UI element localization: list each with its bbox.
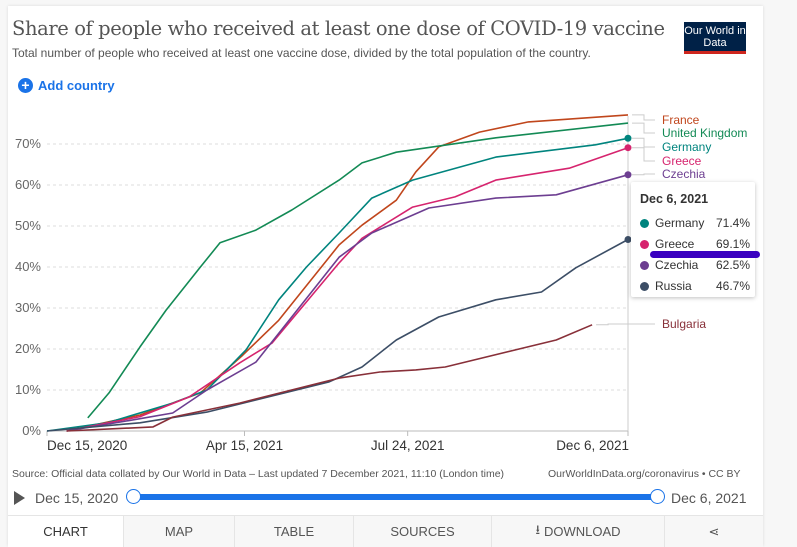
series-line-czechia (66, 174, 629, 432)
tab-bar: CHART MAP TABLE SOURCES ⭳ DOWNLOAD ⋖ (8, 515, 763, 547)
y-tick-label: 10% (15, 382, 41, 397)
tab-label: SOURCES (390, 524, 455, 539)
timeline-start-label: Dec 15, 2020 (35, 490, 119, 506)
y-tick-label: 30% (15, 300, 41, 315)
y-tick-label: 0% (22, 423, 41, 438)
label-connector (632, 137, 655, 148)
chart-title: Share of people who received at least on… (12, 17, 665, 40)
series-label: United Kingdom (662, 126, 747, 140)
plus-circle-icon: + (18, 78, 33, 93)
series-line-germany (46, 137, 629, 432)
tab-table[interactable]: TABLE (234, 516, 353, 547)
series-color-dot (640, 281, 649, 291)
tooltip-value: 71.4% (715, 216, 750, 230)
tab-sources[interactable]: SOURCES (353, 516, 491, 547)
line-chart: 0% 10% 20% 30% 40% 50% 60% 70% Dec 15, 2020 Apr 1… (15, 113, 747, 453)
x-tick-label: Apr 15, 2021 (206, 438, 283, 453)
add-country-label: Add country (38, 78, 115, 93)
tooltip-series-name: Russia (655, 279, 692, 293)
label-connector (632, 114, 655, 121)
label-connector (632, 147, 655, 162)
tooltip-series-name: Germany (655, 216, 705, 230)
tab-label: DOWNLOAD (544, 524, 621, 539)
series-label: Czechia (662, 167, 706, 181)
share-button[interactable]: ⋖ (664, 516, 763, 547)
end-point-greece (624, 144, 632, 152)
timeline-start-handle[interactable] (126, 489, 141, 504)
tooltip-date: Dec 6, 2021 (640, 192, 709, 206)
owid-logo[interactable]: Our World in Data (684, 22, 746, 54)
y-tick-label: 60% (15, 177, 41, 192)
play-icon[interactable] (14, 491, 25, 505)
series-color-dot (640, 218, 649, 228)
tooltip-row: Greece 69.1% (640, 237, 750, 251)
tab-label: TABLE (273, 524, 315, 539)
label-connector (632, 173, 655, 176)
download-icon: ⭳ (535, 521, 540, 537)
series-label: Bulgaria (662, 317, 706, 331)
tab-label: MAP (164, 524, 194, 539)
y-tick-label: 50% (15, 218, 41, 233)
tooltip-row: Czechia 62.5% (640, 258, 750, 272)
series-label: Germany (662, 140, 711, 154)
chart-subtitle: Total number of people who received at l… (12, 46, 591, 60)
tooltip-row: Germany 71.4% (640, 216, 750, 230)
tab-download[interactable]: ⭳ DOWNLOAD (491, 516, 664, 547)
tooltip-row: Russia 46.7% (640, 279, 750, 293)
timeline-end-handle[interactable] (650, 489, 665, 504)
tooltip: Dec 6, 2021 Germany 71.4% Greece 69.1% Czech… (631, 182, 755, 297)
tooltip-value: 46.7% (715, 279, 750, 293)
tooltip-value: 62.5% (715, 258, 750, 272)
series-line-france (66, 114, 629, 432)
y-tick-label: 70% (15, 136, 41, 151)
series-color-dot (640, 239, 649, 249)
series-label: Greece (662, 154, 702, 168)
series-line-united-kingdom (87, 122, 629, 419)
add-country-button[interactable]: + Add country (18, 78, 115, 93)
series-color-dot (640, 260, 649, 270)
end-point-germany (624, 134, 632, 142)
logo-text: Our World in Data (684, 25, 746, 49)
chart-card: Share of people who received at least on… (8, 6, 763, 547)
highlight-annotation (650, 251, 760, 258)
series-line-russia (46, 238, 629, 432)
y-tick-label: 20% (15, 341, 41, 356)
label-connector (596, 323, 655, 326)
credit-link[interactable]: OurWorldInData.org/coronavirus • CC BY (548, 468, 741, 480)
series-line-bulgaria (66, 324, 593, 432)
tab-label: CHART (43, 524, 88, 539)
tab-chart[interactable]: CHART (8, 516, 123, 547)
share-icon: ⋖ (708, 523, 720, 539)
end-point-czechia (624, 171, 632, 179)
timeline-slider-track[interactable] (133, 494, 657, 500)
x-tick-label: Jul 24, 2021 (371, 438, 445, 453)
timeline-end-label: Dec 6, 2021 (671, 490, 747, 506)
x-tick-label: Dec 15, 2020 (47, 438, 127, 453)
tooltip-value: 69.1% (715, 237, 750, 251)
label-connector (632, 122, 655, 134)
tab-map[interactable]: MAP (123, 516, 234, 547)
series-line-greece (66, 146, 629, 432)
series-label: France (662, 113, 700, 127)
tooltip-series-name: Czechia (655, 258, 699, 272)
y-tick-label: 40% (15, 259, 41, 274)
source-note: Source: Official data collated by Our Wo… (12, 468, 505, 480)
x-tick-label: Dec 6, 2021 (556, 438, 629, 453)
tooltip-series-name: Greece (655, 237, 695, 251)
end-point-russia (624, 236, 632, 244)
